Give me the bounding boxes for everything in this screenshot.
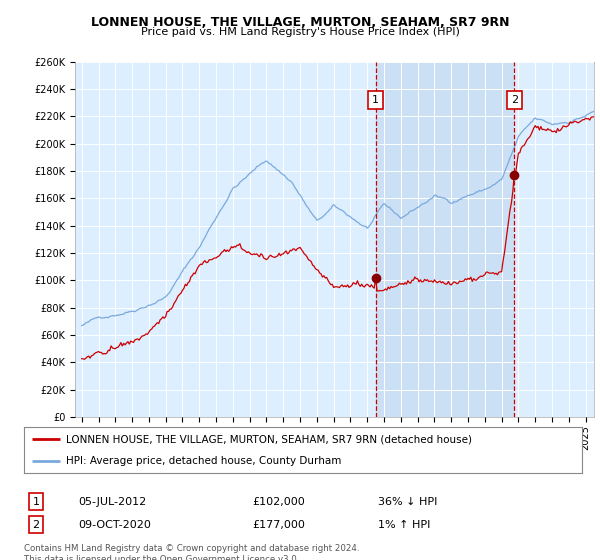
Text: 09-OCT-2020: 09-OCT-2020 bbox=[78, 520, 151, 530]
Text: LONNEN HOUSE, THE VILLAGE, MURTON, SEAHAM, SR7 9RN: LONNEN HOUSE, THE VILLAGE, MURTON, SEAHA… bbox=[91, 16, 509, 29]
Text: 05-JUL-2012: 05-JUL-2012 bbox=[78, 497, 146, 507]
Text: LONNEN HOUSE, THE VILLAGE, MURTON, SEAHAM, SR7 9RN (detached house): LONNEN HOUSE, THE VILLAGE, MURTON, SEAHA… bbox=[66, 434, 472, 444]
Text: 36% ↓ HPI: 36% ↓ HPI bbox=[378, 497, 437, 507]
Text: Contains HM Land Registry data © Crown copyright and database right 2024.
This d: Contains HM Land Registry data © Crown c… bbox=[24, 544, 359, 560]
Text: £177,000: £177,000 bbox=[252, 520, 305, 530]
Text: £102,000: £102,000 bbox=[252, 497, 305, 507]
Text: 1% ↑ HPI: 1% ↑ HPI bbox=[378, 520, 430, 530]
Text: 1: 1 bbox=[372, 95, 379, 105]
Text: 2: 2 bbox=[511, 95, 518, 105]
Text: Price paid vs. HM Land Registry's House Price Index (HPI): Price paid vs. HM Land Registry's House … bbox=[140, 27, 460, 37]
Text: 2: 2 bbox=[32, 520, 40, 530]
Text: 1: 1 bbox=[32, 497, 40, 507]
Text: HPI: Average price, detached house, County Durham: HPI: Average price, detached house, Coun… bbox=[66, 456, 341, 466]
Bar bbox=[376, 62, 514, 417]
